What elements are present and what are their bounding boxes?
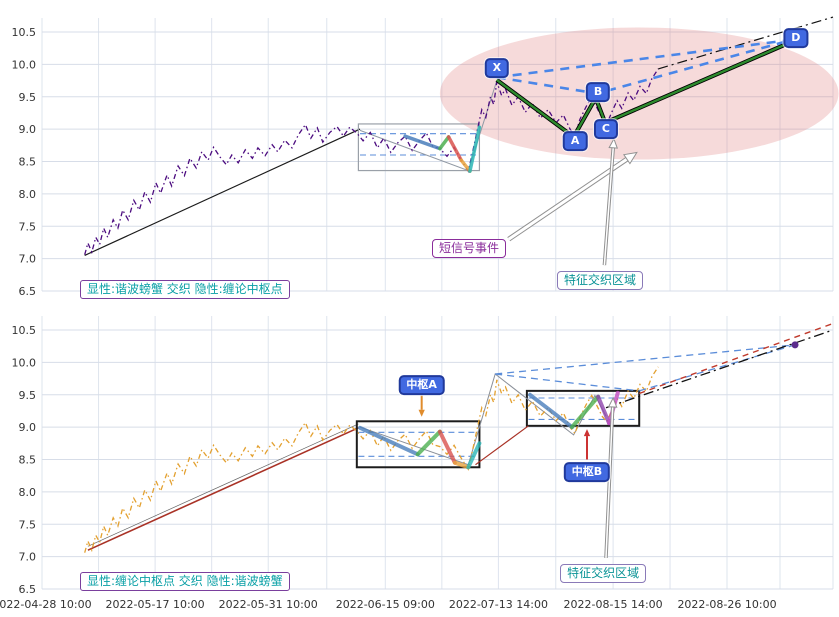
trend-line-thin — [87, 423, 359, 547]
y-tick-label: 7.0 — [19, 253, 37, 266]
pivot-b-seg-green — [570, 394, 601, 430]
y-tick-label: 9.0 — [19, 123, 37, 136]
y-tick-label: 10.0 — [12, 58, 37, 71]
y-tick-label: 10.0 — [12, 356, 37, 369]
y-tick-label: 7.0 — [19, 551, 37, 564]
x-tick-label: 2022-04-28 10:00 — [0, 598, 92, 611]
pivot-a-pointer-head — [418, 409, 425, 417]
pivot-seg-teal — [468, 125, 482, 173]
y-tick-label: 10.5 — [12, 26, 37, 39]
trend-line-red — [87, 427, 359, 551]
y-tick-label: 7.5 — [19, 518, 37, 531]
pivot-b-seg-blue — [528, 392, 574, 430]
pivot-a-seg-teal — [466, 441, 482, 470]
projection-red-dash — [638, 322, 834, 395]
y-tick-label: 8.0 — [19, 188, 37, 201]
x-tick-label: 2022-07-13 14:00 — [449, 598, 548, 611]
pivot-seg-green — [438, 135, 451, 151]
feature-arrow-bottom-head — [607, 396, 618, 408]
pivot-seg-orange — [459, 158, 472, 173]
consolidation-box — [357, 123, 481, 172]
feature-arrow-top-head — [608, 137, 618, 149]
y-tick-label: 10.5 — [12, 324, 37, 337]
y-tick-label: 6.5 — [19, 285, 37, 298]
hidden-crab-dash-3 — [639, 344, 796, 392]
signal-arrow — [507, 157, 628, 241]
pivot-seg-blue — [403, 134, 442, 151]
x-tick-label: 2022-08-15 14:00 — [564, 598, 663, 611]
pivot-a-seg-red — [437, 429, 457, 465]
hidden-crab-dash-2 — [495, 373, 640, 392]
pivot-b-box — [525, 389, 641, 427]
y-tick-label: 8.5 — [19, 454, 37, 467]
y-tick-label: 9.5 — [19, 389, 37, 402]
pivot-connector-red — [475, 425, 529, 466]
x-tick-label: 2022-06-15 09:00 — [336, 598, 435, 611]
projection-dashdot — [605, 329, 834, 409]
pivot-b-pointer-head — [583, 429, 591, 437]
price-line — [84, 366, 659, 553]
y-tick-label: 9.0 — [19, 421, 37, 434]
pivot-a-seg-blue — [358, 425, 420, 457]
pivot-a-seg-green — [415, 429, 442, 457]
hidden-crab-dash-1 — [495, 344, 796, 375]
x-tick-label: 2022-05-17 10:00 — [106, 598, 205, 611]
y-tick-label: 6.5 — [19, 583, 37, 596]
feature-arrow-top — [603, 147, 614, 266]
target-dot — [791, 341, 799, 349]
pivot-a-seg-orange — [452, 460, 471, 470]
feature-arrow-bottom — [605, 406, 614, 558]
price-line — [84, 68, 659, 255]
y-tick-label: 9.5 — [19, 91, 37, 104]
y-tick-label: 8.0 — [19, 486, 37, 499]
x-tick-label: 2022-08-26 10:00 — [677, 598, 776, 611]
trend-line — [84, 128, 361, 256]
crab-dash-xd — [496, 38, 793, 79]
signal-arrow-head — [623, 151, 638, 165]
pivot-seg-red — [446, 135, 463, 162]
pivot-a-box — [355, 420, 481, 469]
x-tick-label: 2022-05-31 10:00 — [219, 598, 318, 611]
y-tick-label: 8.5 — [19, 156, 37, 169]
y-tick-label: 7.5 — [19, 220, 37, 233]
highlight-ellipse — [439, 27, 839, 160]
pivot-b-seg-purple — [596, 394, 612, 426]
